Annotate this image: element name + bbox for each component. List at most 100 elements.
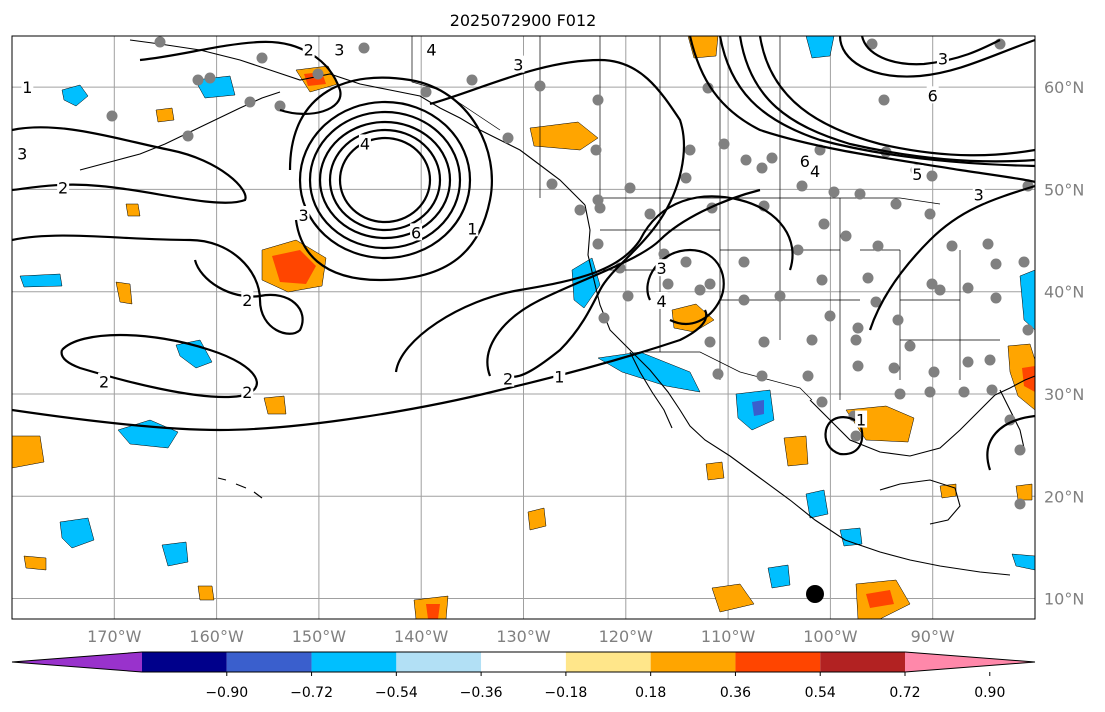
station-dot [502,132,514,144]
contour-ring [328,128,442,232]
station-dot [466,74,478,86]
longitude-label: 100°W [803,627,858,646]
shade-negative-area [194,75,236,99]
station-dot [962,282,974,294]
contour-line [758,36,1035,157]
contour-label-bg [655,291,668,309]
longitude-label: 90°W [911,627,955,646]
colorbar-tick-label: 0.54 [805,685,836,701]
shade-positive-area [529,121,599,151]
anomaly-shading [12,36,1035,619]
contour-label-bg [98,372,111,390]
contour-ring [318,120,452,240]
station-dot [574,204,586,216]
station-dot [534,80,546,92]
colorbar-swatch [820,652,905,672]
contour-label: 4 [360,134,370,153]
contour-line [868,184,1035,331]
contour-line [12,309,708,432]
contour-label: 6 [800,152,810,171]
station-dot [894,388,906,400]
station-dot [926,170,938,182]
contour-label: 1 [467,219,477,238]
station-dot [888,362,900,374]
station-dot [662,278,674,290]
colorbar-tick-label: 0.90 [974,685,1005,701]
station-dot [106,110,118,122]
contour-label-bg [241,382,254,400]
station-dot [928,366,940,378]
contour-label: 6 [411,223,421,242]
shade-positive-area [263,395,287,415]
station-dot [934,284,946,296]
contour-label-bg [553,367,566,385]
colorbar-swatch [735,652,821,672]
colorbar-tick-label: 0.36 [720,685,751,701]
station-dot [1018,256,1030,268]
station-dot [852,322,864,334]
station-dot [892,314,904,326]
contour-label: 1 [22,78,32,97]
station-dot [946,240,958,252]
station-dot [792,244,804,256]
colorbar-extend-high [905,652,1035,672]
contour-label-bg [241,290,254,308]
contour-label-bg [425,40,438,58]
contour-label: 4 [426,40,436,59]
station-dot [924,208,936,220]
latitude-label: 40°N [1044,283,1084,302]
station-dot [312,68,324,80]
station-dot [546,178,558,190]
shade-positive-area [866,590,894,608]
contour-label-bg [502,369,515,387]
shade-positive-area [783,435,809,467]
contour-label-bg [358,134,371,152]
contour-ring [308,110,462,250]
border-canada-provinces [539,36,781,198]
colorbar-swatch [311,652,397,672]
contour-label: 2 [503,370,513,389]
shade-positive-area [272,250,316,284]
shade-negative-area [1019,269,1035,331]
station-dot [756,370,768,382]
contour-label: 1 [856,411,866,430]
contour-line [646,248,725,325]
contour-label: 4 [657,292,667,311]
station-dot [718,138,730,150]
station-dot [712,368,724,380]
shade-positive-area [527,507,547,531]
contour-label: 3 [334,40,344,59]
colorbar-extend-low [12,652,142,672]
contour-label: 2 [242,291,252,310]
station-dot [756,162,768,174]
contour-label: 2 [58,178,68,197]
latitude-labels: 60°N 50°N 40°N 30°N 20°N 10°N [1044,78,1084,608]
contour-label: 5 [912,165,922,184]
contour-label-bg [798,151,811,169]
colorbar-tick-label: −0.72 [290,685,333,701]
colorbar-tick-label: −0.18 [544,685,587,701]
contour-label: 1 [554,368,564,387]
shade-negative-area [752,400,764,416]
station-dot [986,384,998,396]
station-dot [870,296,882,308]
station-dot [704,336,716,348]
shade-positive-area [12,435,45,469]
longitude-labels: 170°W 160°W 150°W 140°W 130°W 120°W 110°W 100°W… [87,627,955,646]
contour-lines [12,36,1035,471]
contour-label-bg [936,49,949,67]
station-dot [816,396,828,408]
shade-negative-area [59,517,95,549]
station-dot [592,94,604,106]
colorbar-swatch [142,652,227,672]
longitude-label: 120°W [599,627,654,646]
station-dot [694,284,706,296]
border-us-mexico [645,351,813,401]
contour-label-bg [57,178,70,196]
shade-negative-area [805,36,835,59]
contour-label-bg [21,78,34,96]
contour-label-bg [855,410,868,428]
latitude-label: 50°N [1044,180,1084,199]
station-dot [828,186,840,198]
longitude-label: 170°W [87,627,142,646]
